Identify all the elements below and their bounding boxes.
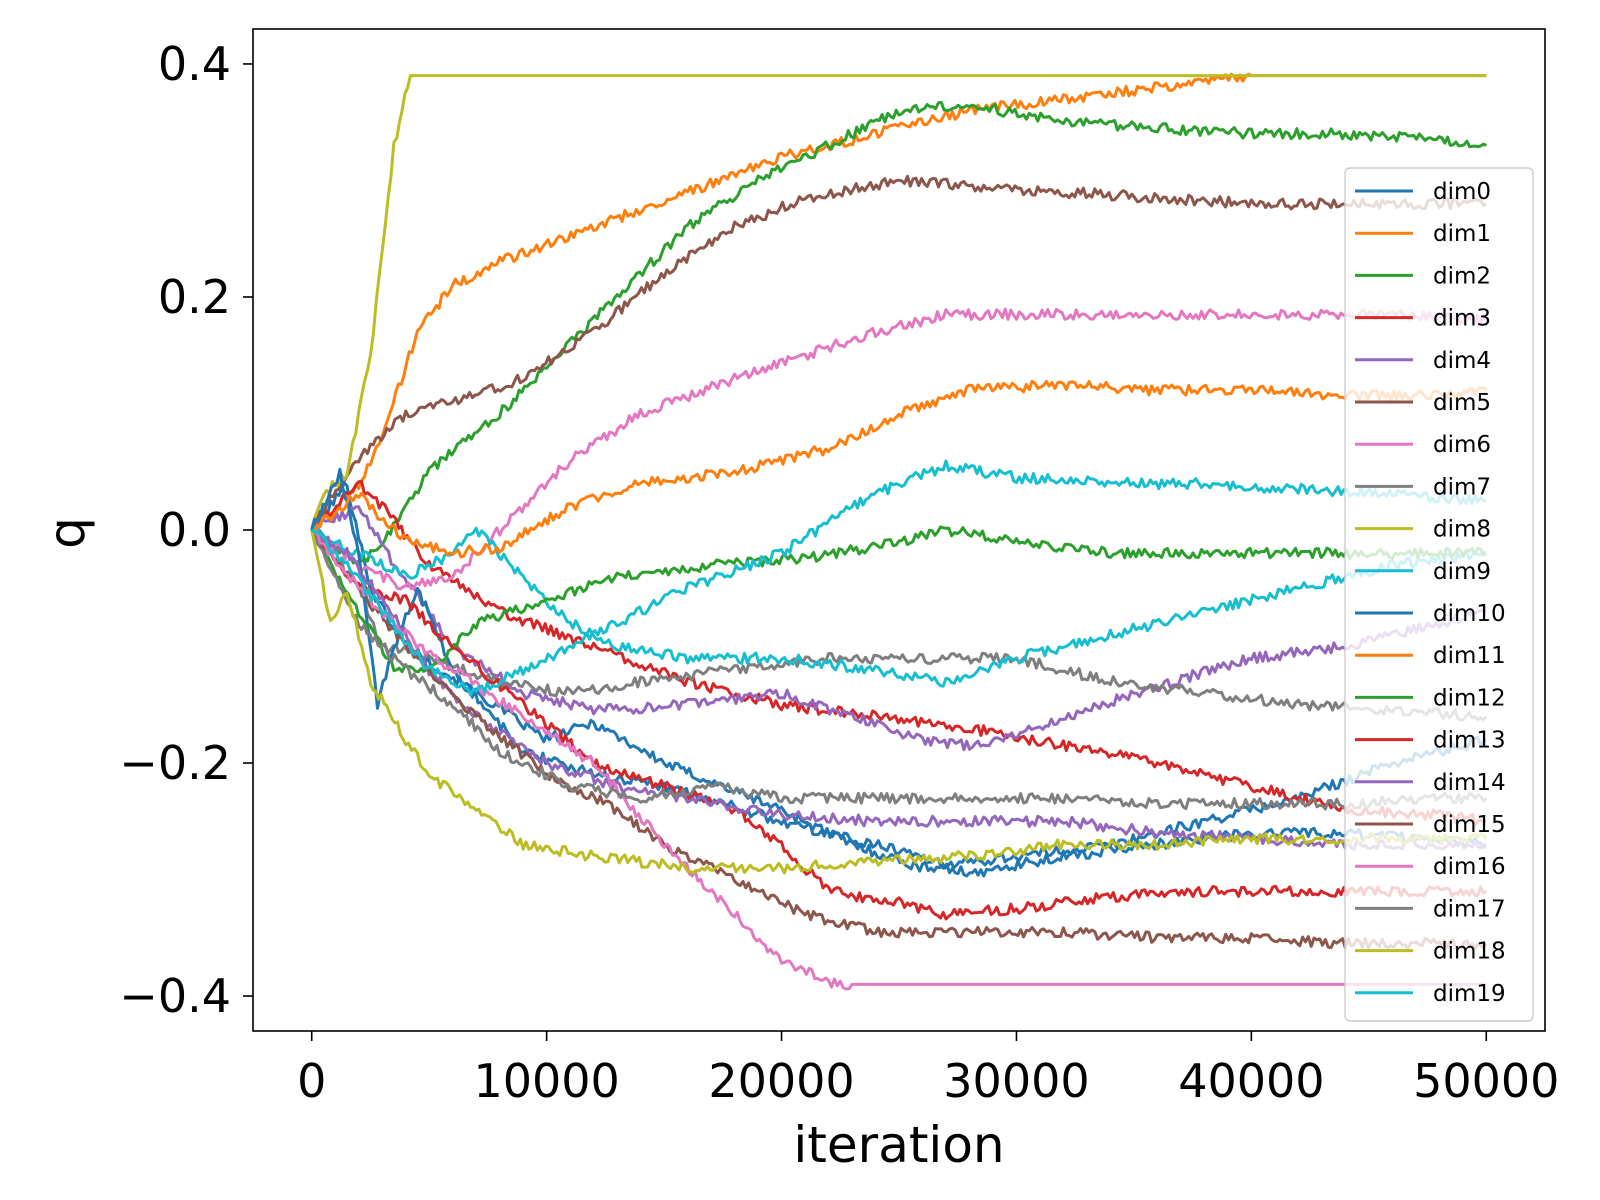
legend-label-dim3: dim3 (1433, 306, 1491, 332)
series-line-dim18 (310, 529, 1488, 875)
legend-label-dim9: dim9 (1433, 559, 1491, 585)
x-tick-label: 50000 (1413, 1054, 1559, 1108)
legend-label-dim13: dim13 (1433, 728, 1506, 754)
y-tick-label: −0.4 (119, 969, 231, 1023)
y-tick-label: 0.2 (158, 270, 231, 324)
series-lines (310, 72, 1488, 991)
series-line-dim5 (310, 174, 1488, 531)
x-tick-label: 30000 (943, 1054, 1089, 1108)
legend-label-dim4: dim4 (1433, 348, 1491, 374)
legend-label-dim14: dim14 (1433, 770, 1506, 796)
legend-box (1344, 167, 1534, 1022)
x-tick-label: 10000 (473, 1054, 619, 1108)
y-tick-label: −0.2 (119, 736, 231, 790)
y-axis-ticks: 0.4 0.2 0.0 −0.2 −0.4 (119, 37, 253, 1023)
series-line-dim15 (310, 529, 1488, 950)
legend-label-dim11: dim11 (1433, 643, 1506, 669)
legend-label-dim6: dim6 (1433, 432, 1491, 458)
series-line-dim12 (310, 525, 1488, 674)
legend-label-dim17: dim17 (1433, 896, 1506, 922)
x-tick-label: 40000 (1178, 1054, 1324, 1108)
legend-label-dim7: dim7 (1433, 474, 1491, 500)
y-tick-label: 0.4 (158, 37, 231, 91)
plot-area (252, 28, 1546, 1032)
x-tick-label: 20000 (708, 1054, 854, 1108)
legend-label-dim2: dim2 (1433, 263, 1491, 289)
y-tick-label: 0.0 (158, 503, 231, 557)
legend: dim0 dim1 dim2 dim3 dim4 dim5 dim6 dim7 dim8 dim9… (1344, 167, 1534, 1022)
legend-label-dim8: dim8 (1433, 517, 1491, 543)
series-line-dim16 (310, 529, 1487, 991)
series-line-dim7 (311, 528, 1488, 722)
legend-label-dim16: dim16 (1433, 854, 1506, 880)
legend-label-dim12: dim12 (1433, 685, 1506, 711)
series-line-dim9 (310, 525, 1487, 688)
series-line-dim10 (310, 467, 1488, 878)
legend-label-dim1: dim1 (1433, 221, 1491, 247)
series-line-dim19 (310, 459, 1487, 697)
y-axis-label: q (38, 517, 96, 549)
series-line-dim14 (310, 529, 1487, 851)
series-line-dim13 (310, 529, 1488, 921)
series-line-dim17 (310, 529, 1488, 811)
series-line-dim11 (310, 379, 1488, 559)
legend-label-dim19: dim19 (1433, 981, 1506, 1007)
series-line-dim6 (311, 307, 1488, 591)
series-line-dim2 (310, 101, 1487, 565)
x-tick-label: 0 (297, 1054, 326, 1108)
legend-label-dim10: dim10 (1433, 601, 1506, 627)
legend-label-dim5: dim5 (1433, 390, 1491, 416)
legend-label-dim18: dim18 (1433, 939, 1506, 965)
x-axis-label: iteration (793, 1116, 1004, 1174)
series-line-dim8 (310, 74, 1487, 531)
legend-label-dim15: dim15 (1433, 812, 1506, 838)
x-axis-ticks: 0 10000 20000 30000 40000 50000 (297, 1031, 1559, 1108)
legend-label-dim0: dim0 (1433, 179, 1491, 205)
